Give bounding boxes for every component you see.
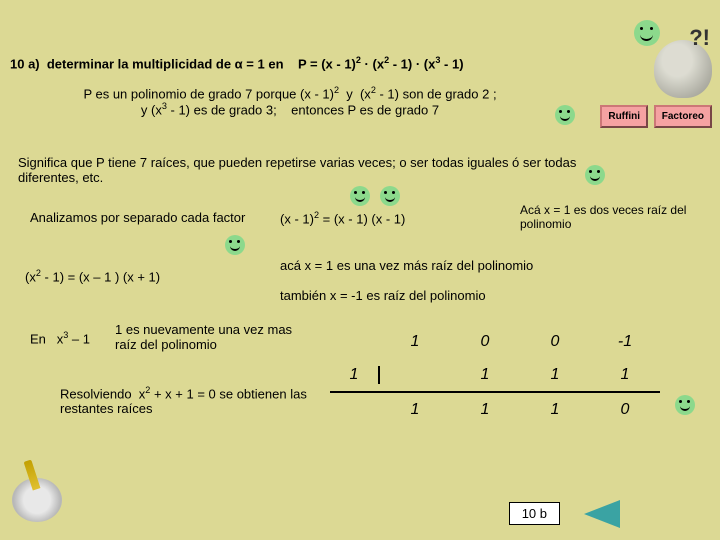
- pencil-gear-image: [12, 478, 62, 522]
- smiley-icon: [225, 235, 245, 255]
- table-cell: 0: [520, 333, 590, 351]
- table-cell: 1: [450, 401, 520, 419]
- table-cell: 0: [590, 401, 660, 419]
- next-button[interactable]: 10 b: [509, 502, 560, 525]
- table-cell: -1: [590, 333, 660, 351]
- smiley-icon: [675, 395, 695, 415]
- smiley-icon: [634, 20, 660, 46]
- analyze-label: Analizamos por separado cada factor: [30, 210, 245, 225]
- smiley-icon: [585, 165, 605, 185]
- table-cell: 1: [520, 401, 590, 419]
- table-cell: 1: [380, 401, 450, 419]
- back-arrow-icon[interactable]: [584, 500, 620, 528]
- smiley-icon: [350, 186, 370, 206]
- table-cell: 0: [450, 333, 520, 351]
- factor2-equation: (x2 - 1) = (x – 1 ) (x + 1): [25, 268, 160, 284]
- table-cell: 1: [450, 366, 520, 384]
- table-cell: 1: [590, 366, 660, 384]
- nuevamente-note: 1 es nuevamente una vez mas raíz del pol…: [115, 322, 315, 352]
- ruffini-table: 1 0 0 -1 1 1 1 1 1 1 1 0: [330, 325, 660, 427]
- table-cell: 1: [520, 366, 590, 384]
- factor1-equation: (x - 1)2 = (x - 1) (x - 1): [280, 210, 405, 226]
- grade-explanation: P es un polinomio de grado 7 porque (x -…: [30, 85, 550, 118]
- resolviendo-note: Resolviendo x2 + x + 1 = 0 se obtienen l…: [60, 385, 310, 416]
- smiley-icon: [555, 105, 575, 125]
- table-cell: 1: [380, 333, 450, 351]
- question-mark: ?!: [689, 25, 710, 51]
- aca-note-2: acá x = 1 es una vez más raíz del polino…: [280, 258, 700, 273]
- roots-explanation: Significa que P tiene 7 raíces, que pued…: [18, 155, 578, 185]
- ruffini-button[interactable]: Ruffini: [600, 105, 648, 128]
- table-leader: 1: [330, 366, 380, 384]
- problem-title: 10 a) determinar la multiplicidad de α =…: [10, 55, 710, 71]
- tambien-note: también x = -1 es raíz del polinomio: [280, 288, 700, 303]
- factoreo-button[interactable]: Factoreo: [654, 105, 712, 128]
- en-x3-label: En x3 – 1: [30, 330, 90, 346]
- aca-note-1: Acá x = 1 es dos veces raíz del polinomi…: [520, 203, 710, 231]
- smiley-icon: [380, 186, 400, 206]
